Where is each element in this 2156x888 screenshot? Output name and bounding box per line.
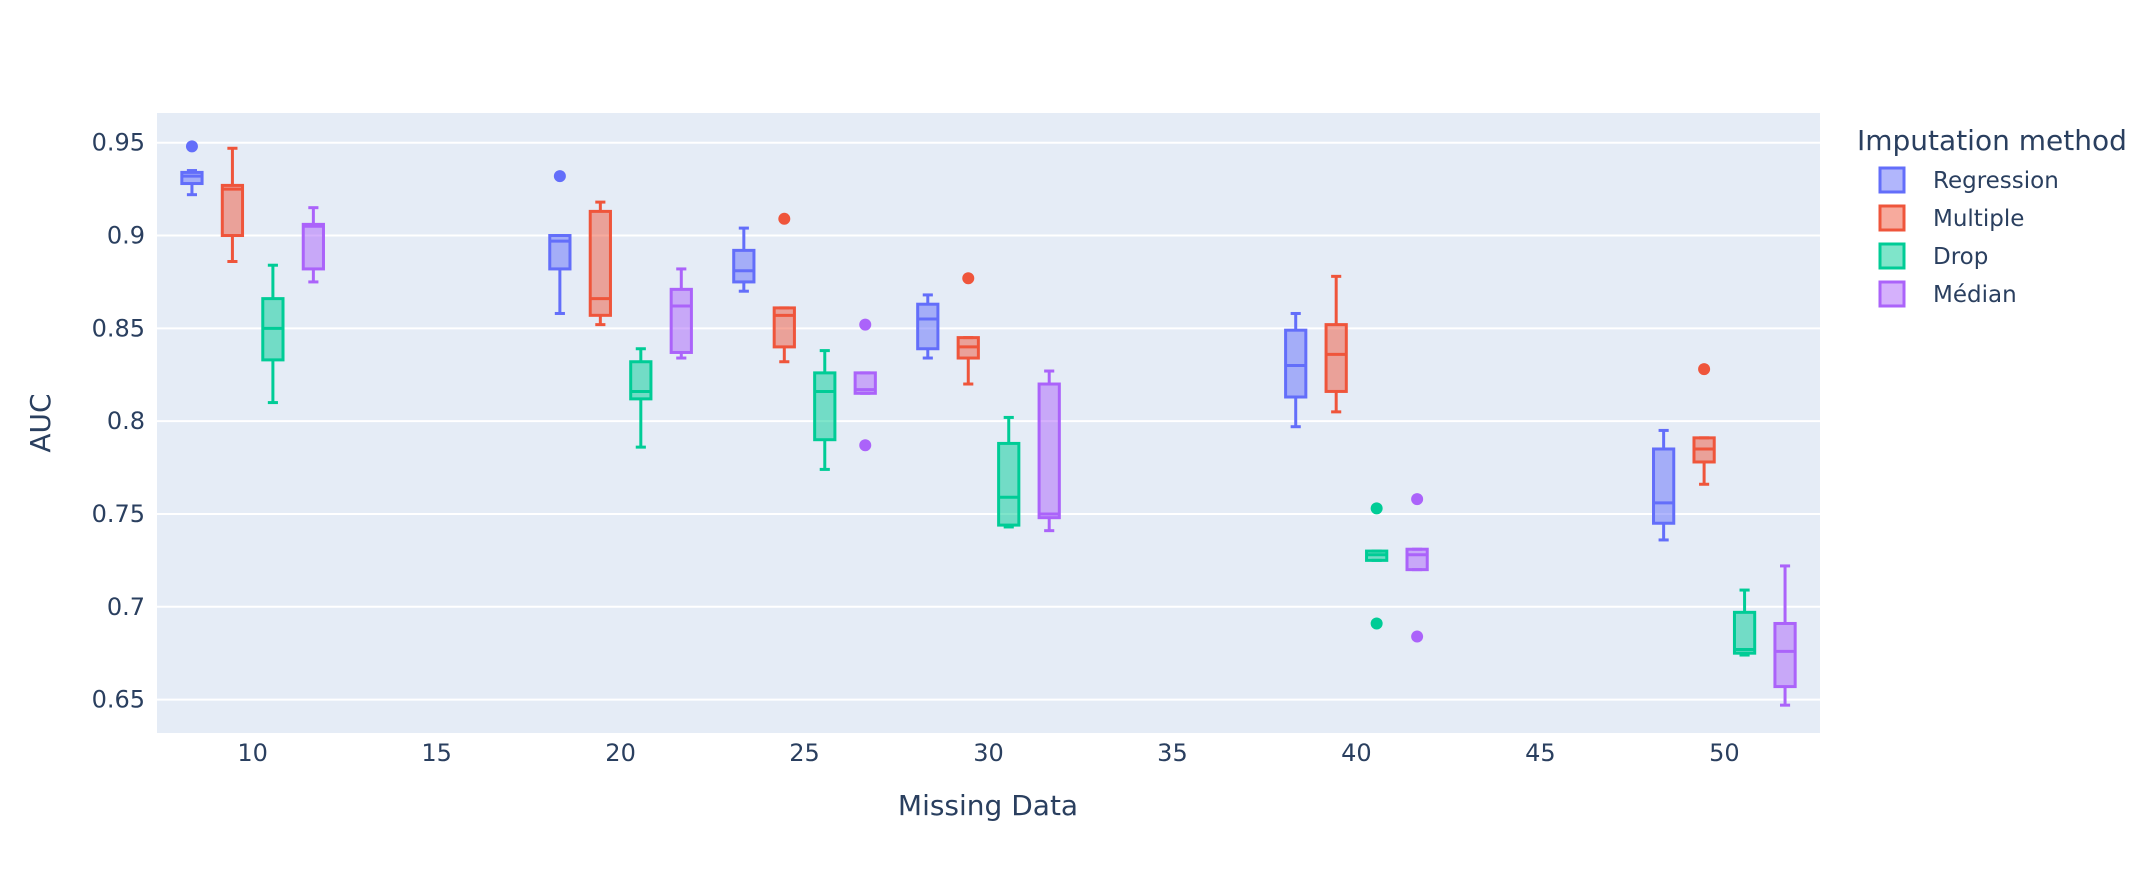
legend-label: Drop [1933, 244, 1988, 270]
box-10 [220, 146, 245, 264]
box-30 [956, 272, 980, 386]
x-tick-label: 10 [237, 739, 268, 767]
x-axis-ticks: 10 15 20 25 30 35 40 45 50 [237, 739, 1739, 767]
y-tick-label: 0.75 [92, 500, 145, 528]
iqr-box [629, 360, 653, 401]
x-tick-label: 50 [1709, 739, 1740, 767]
box-30 [1037, 369, 1061, 533]
box-10 [261, 263, 285, 405]
box-10 [180, 140, 204, 197]
y-tick-label: 0.95 [92, 129, 145, 157]
x-tick-label: 25 [789, 739, 820, 767]
box-25 [732, 226, 756, 293]
x-axis-title: Missing Data [898, 789, 1078, 822]
box-40 [1405, 493, 1429, 643]
outlier-point [859, 318, 872, 331]
series-drop [261, 263, 1757, 657]
x-tick-label: 30 [973, 739, 1004, 767]
legend-label: Multiple [1933, 206, 2024, 232]
iqr-box [548, 234, 572, 271]
outlier-point [962, 272, 975, 285]
outlier-point [1698, 363, 1711, 376]
legend-swatch [1878, 242, 1906, 270]
legend: Imputation method Regression Multiple Drop… [1857, 124, 2127, 308]
outlier-point [1370, 617, 1383, 630]
iqr-box [220, 183, 245, 238]
box-40 [1365, 502, 1389, 630]
x-tick-label: 40 [1341, 739, 1372, 767]
grid-lines [157, 141, 1820, 701]
iqr-box [1324, 323, 1348, 393]
x-tick-label: 45 [1525, 739, 1556, 767]
iqr-box [1652, 447, 1676, 525]
box-20 [669, 267, 693, 360]
y-tick-label: 0.65 [92, 686, 145, 714]
box-30 [916, 293, 940, 360]
iqr-box [1732, 610, 1757, 655]
iqr-box [1773, 621, 1797, 689]
box-25 [772, 212, 796, 364]
legend-swatch [1878, 204, 1906, 232]
series-multiple [220, 146, 1716, 486]
y-tick-label: 0.7 [107, 593, 145, 621]
box-traces [180, 140, 1797, 707]
series-m-dian [301, 206, 1797, 707]
legend-title: Imputation method [1857, 124, 2127, 157]
iqr-box [916, 302, 940, 351]
iqr-box [772, 306, 796, 349]
iqr-box [669, 287, 693, 354]
iqr-box [732, 248, 756, 284]
outlier-point [1411, 493, 1424, 506]
outlier-point [859, 439, 872, 452]
box-25 [813, 349, 837, 471]
outlier-point [778, 212, 791, 225]
legend-swatch [1878, 166, 1906, 194]
x-tick-label: 15 [421, 739, 452, 767]
outlier-point [185, 140, 198, 153]
box-30 [997, 415, 1021, 529]
legend-label: Médian [1933, 282, 2017, 308]
iqr-box [180, 170, 204, 186]
iqr-box [997, 441, 1021, 527]
outlier-point [1370, 502, 1383, 515]
box-50 [1773, 564, 1797, 707]
iqr-box [1284, 328, 1308, 399]
iqr-box [588, 209, 612, 317]
box-50 [1652, 428, 1676, 542]
y-tick-label: 0.8 [107, 407, 145, 435]
box-40 [1284, 311, 1308, 429]
outlier-point [1411, 630, 1424, 643]
iqr-box [1405, 547, 1429, 572]
legend-label: Regression [1933, 168, 2059, 194]
box-20 [629, 347, 653, 449]
x-tick-label: 20 [605, 739, 636, 767]
box-25 [853, 318, 877, 452]
outlier-point [553, 170, 566, 183]
box-50 [1692, 363, 1716, 486]
y-axis-ticks: 0.65 0.7 0.75 0.8 0.85 0.9 0.95 [92, 129, 145, 714]
y-axis-title: AUC [24, 393, 57, 452]
iqr-box [813, 371, 837, 442]
box-10 [301, 206, 325, 284]
y-tick-label: 0.9 [107, 222, 145, 250]
series-regression [180, 140, 1676, 542]
plot-background [157, 113, 1820, 733]
legend-swatch [1878, 280, 1906, 308]
y-tick-label: 0.85 [92, 314, 145, 342]
x-tick-label: 35 [1157, 739, 1188, 767]
box-20 [548, 170, 572, 315]
iqr-box [301, 222, 325, 271]
box-20 [588, 200, 612, 327]
iqr-box [1037, 382, 1061, 520]
box-50 [1732, 588, 1757, 657]
box-40 [1324, 274, 1348, 414]
